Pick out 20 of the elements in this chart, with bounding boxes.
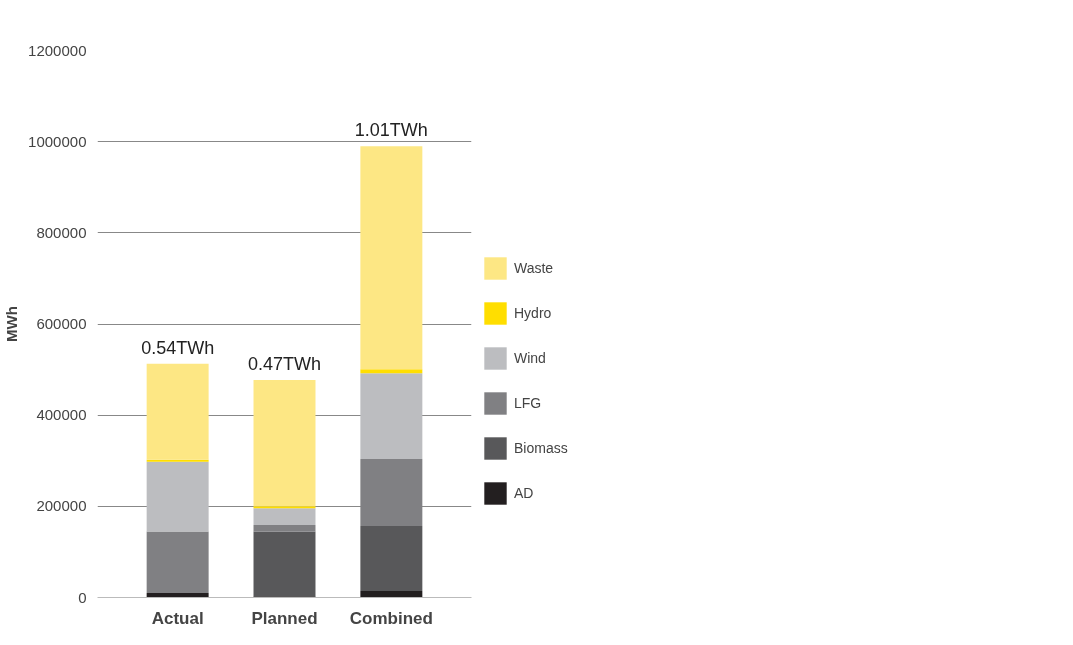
annotation: 0.47TWh [247,354,322,375]
x-tick-label: Actual [151,608,204,628]
legend-label: Biomass [514,440,568,456]
legend-label: Waste [514,260,554,276]
x-tick-label: Planned [251,608,318,628]
annotation: 0.54TWh [141,337,215,358]
legend-label: Wind [514,350,546,366]
legend-label: Hydro [514,305,552,321]
y-tick-label: 800000 [36,223,87,241]
y-tick-label: 1200000 [28,41,87,59]
y-axis-title: MWh [3,306,21,342]
y-tick-label: 0 [78,588,87,606]
x-tick-label: Combined [349,608,433,628]
y-tick-label: 200000 [36,497,87,515]
y-tick-label: 400000 [36,406,87,424]
legend-label: LFG [514,395,542,411]
legend-label: AD [514,485,534,501]
annotation: 1.01TWh [354,120,428,141]
y-tick-label: 600000 [36,315,87,332]
y-tick-label: 1000000 [28,132,87,150]
